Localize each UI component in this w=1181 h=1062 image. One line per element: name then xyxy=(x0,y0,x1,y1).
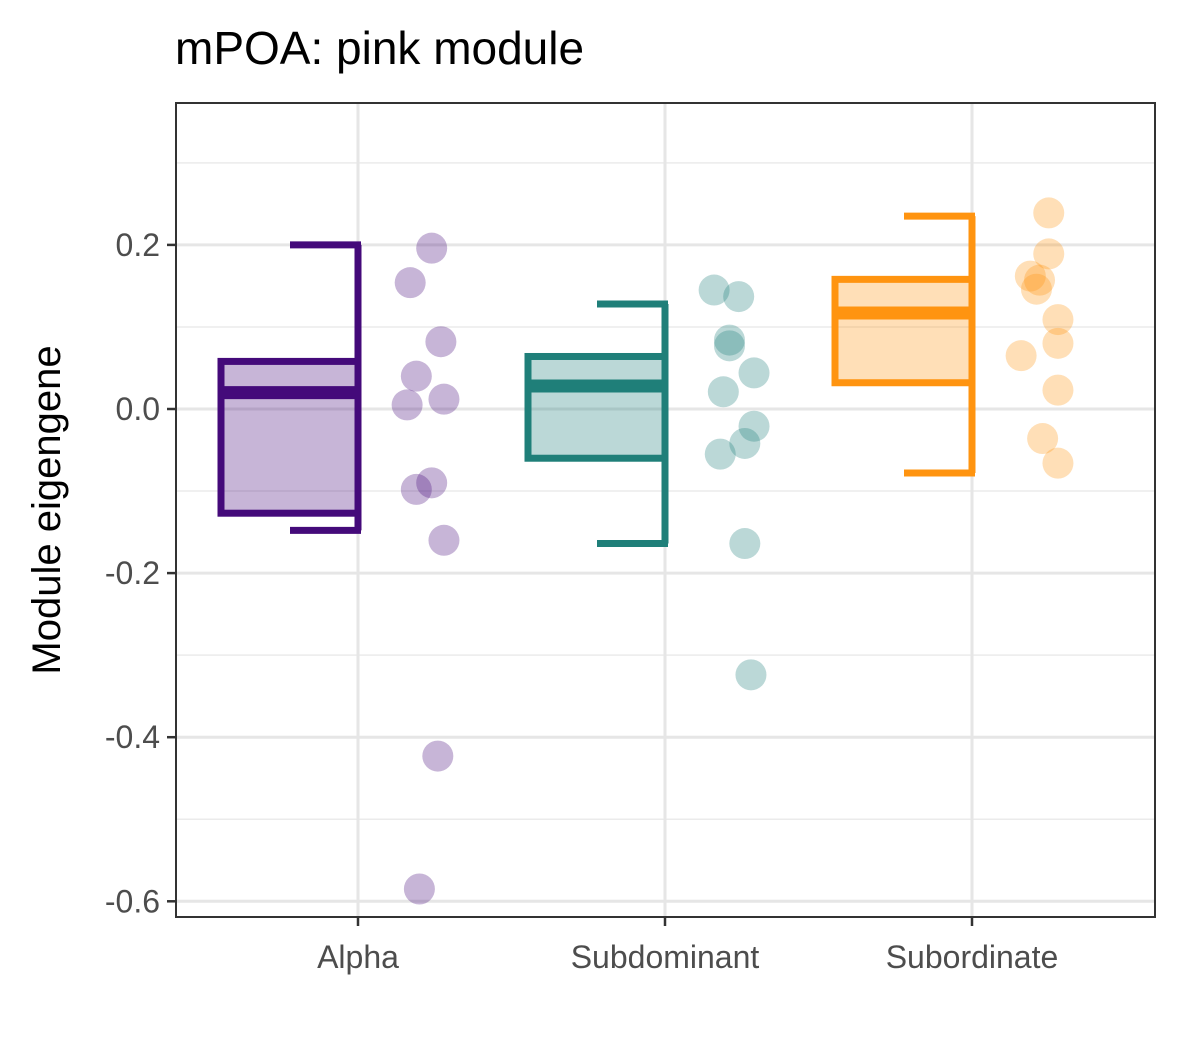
data-point xyxy=(723,281,755,313)
data-point xyxy=(738,357,770,389)
box-iqr xyxy=(831,275,976,387)
box-alpha xyxy=(217,241,362,534)
data-point xyxy=(391,389,423,421)
data-point xyxy=(400,360,432,392)
data-point xyxy=(729,528,761,560)
data-point xyxy=(707,376,739,408)
data-point xyxy=(416,232,448,264)
y-tick-label: -0.2 xyxy=(105,555,160,591)
data-point xyxy=(1024,264,1056,296)
axes: 0.2 0.0 -0.2 -0.4 -0.6 Alpha Subdominant Subord… xyxy=(105,227,1058,975)
y-axis-label: Module eigengene xyxy=(25,345,69,674)
data-point xyxy=(735,659,767,691)
data-point xyxy=(1033,197,1065,229)
boxes xyxy=(217,212,976,548)
y-tick-label: -0.4 xyxy=(105,719,160,755)
data-point xyxy=(425,326,457,358)
y-tick-label: 0.2 xyxy=(116,227,160,263)
data-point xyxy=(1033,238,1065,270)
data-point xyxy=(400,473,432,505)
data-point xyxy=(394,267,426,299)
data-point xyxy=(416,467,448,499)
data-point xyxy=(1042,374,1074,406)
box-subdominant xyxy=(524,300,669,548)
data-point xyxy=(729,427,761,459)
box-iqr xyxy=(524,352,669,462)
x-tick-label: Subdominant xyxy=(571,939,760,975)
data-point xyxy=(1042,447,1074,479)
data-point xyxy=(1042,327,1074,359)
box-iqr xyxy=(217,357,362,517)
y-tick-label: -0.6 xyxy=(105,883,160,919)
box-subordinate xyxy=(831,212,976,477)
data-point xyxy=(738,410,770,442)
data-point xyxy=(698,274,730,306)
data-point xyxy=(1014,260,1046,292)
data-point xyxy=(422,740,454,772)
y-tick-label: 0.0 xyxy=(116,391,160,427)
data-point xyxy=(713,330,745,362)
data-point xyxy=(1020,273,1052,305)
data-point xyxy=(403,873,435,905)
chart-title: mPOA: pink module xyxy=(175,22,584,74)
x-tick-label: Alpha xyxy=(317,939,399,975)
x-tick-label: Subordinate xyxy=(886,939,1059,975)
data-point xyxy=(704,438,736,470)
data-points xyxy=(391,197,1074,905)
data-point xyxy=(428,524,460,556)
data-point xyxy=(428,383,460,415)
data-point xyxy=(1027,423,1059,455)
data-point xyxy=(1042,304,1074,336)
data-point xyxy=(713,324,745,356)
data-point xyxy=(1005,340,1037,372)
